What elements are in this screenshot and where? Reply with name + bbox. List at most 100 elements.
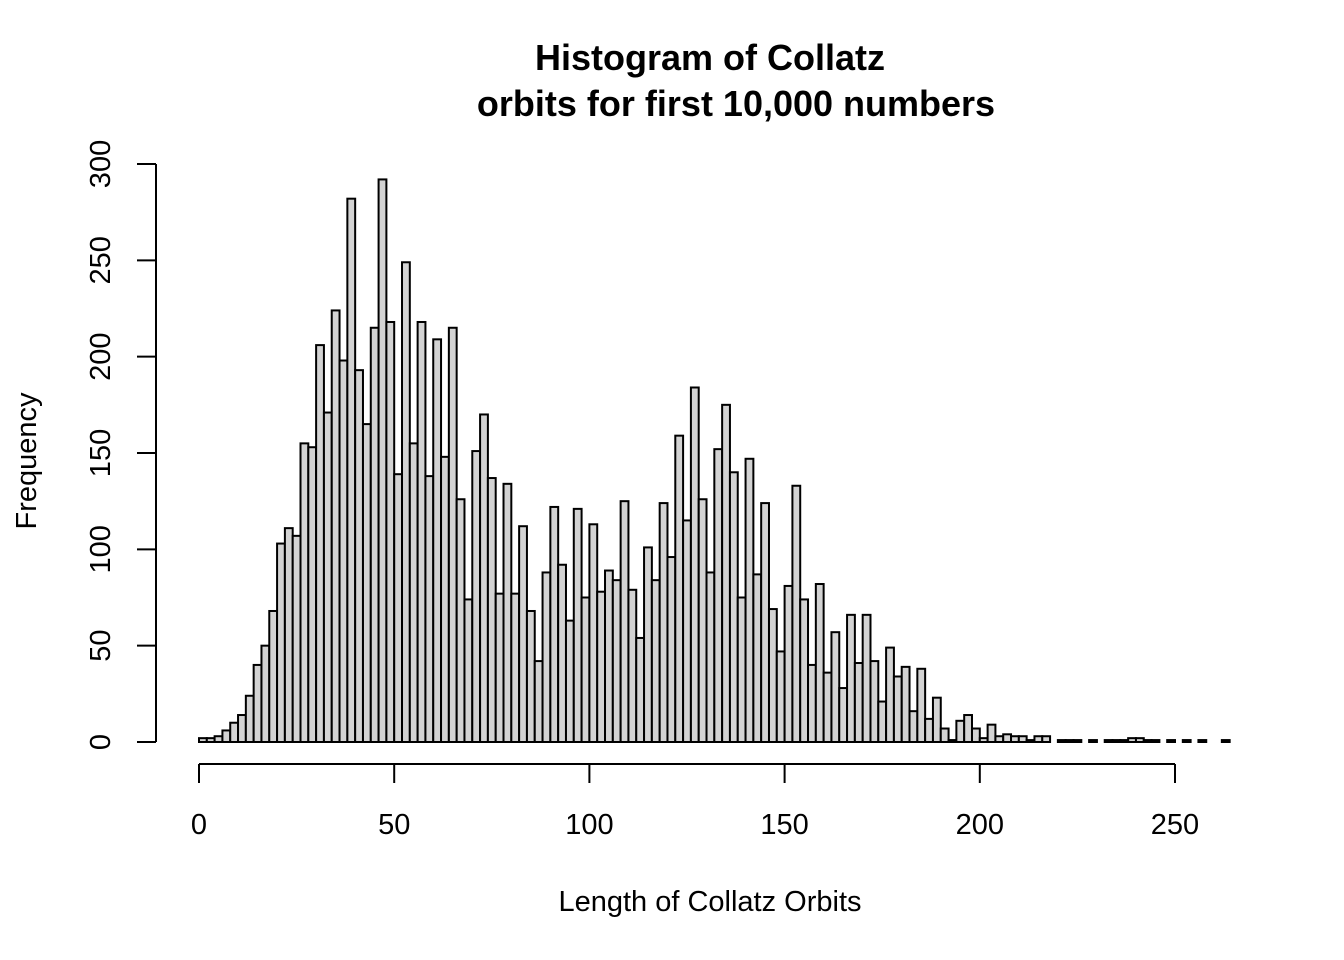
histogram-bar: [393, 473, 404, 743]
histogram-bar: [658, 502, 669, 743]
histogram-bar: [401, 261, 411, 743]
histogram-bar: [931, 696, 942, 743]
histogram-bar: [721, 403, 731, 743]
histogram-bar: [736, 596, 747, 743]
histogram-bar: [580, 596, 591, 743]
x-tick-label: 150: [760, 809, 808, 841]
histogram-bar: [1197, 739, 1208, 743]
histogram-bar: [924, 717, 934, 744]
histogram-bar: [1064, 739, 1075, 743]
histogram-bar: [963, 714, 973, 744]
histogram-bar: [908, 710, 919, 744]
histogram-bar: [674, 434, 685, 743]
x-tick-label: 250: [1151, 809, 1199, 841]
histogram-bar: [791, 484, 802, 743]
histogram-bar: [900, 665, 911, 743]
histogram-bar: [330, 309, 341, 743]
histogram-bar: [260, 644, 271, 744]
histogram-bar: [533, 660, 544, 744]
histogram-bar: [705, 571, 716, 743]
histogram-bar: [221, 729, 232, 744]
histogram-bar: [846, 613, 856, 744]
histogram-bar: [432, 338, 443, 743]
y-tick-label: 100: [85, 525, 117, 573]
histogram-bar: [853, 662, 864, 743]
histogram-bar: [947, 739, 958, 743]
histogram-bar: [1017, 735, 1028, 743]
histogram-bar: [440, 455, 450, 743]
histogram-bar: [244, 694, 255, 744]
y-tick-label: 300: [85, 140, 117, 188]
x-axis: 0 50 100 150 200 250: [191, 763, 1199, 841]
histogram-bar: [596, 590, 607, 743]
histogram-bar: [213, 735, 224, 743]
histogram-bar: [525, 609, 536, 744]
histogram-bar: [814, 583, 825, 743]
histogram-bar: [494, 592, 505, 743]
histogram-bar: [486, 477, 497, 743]
histogram-bar: [877, 700, 888, 743]
histogram-bar: [1119, 739, 1130, 743]
histogram-bar: [994, 735, 1005, 743]
histogram-bar: [830, 631, 841, 743]
histogram-bar: [689, 386, 700, 743]
histogram-bar: [354, 369, 364, 743]
histogram-bar: [541, 571, 552, 743]
histogram-bar: [861, 613, 872, 744]
y-tick-label: 200: [85, 332, 117, 380]
histogram-bar: [268, 609, 279, 744]
histogram-bar: [377, 178, 388, 743]
histogram-bar: [471, 450, 482, 743]
histogram-bar: [229, 721, 240, 744]
histogram-bar: [557, 563, 567, 743]
histogram-bar: [338, 359, 349, 743]
x-axis-label: Length of Collatz Orbits: [558, 886, 861, 918]
histogram-bar: [518, 525, 528, 743]
histogram-bar: [1220, 739, 1231, 743]
histogram-bar: [237, 714, 247, 744]
histogram-bar: [807, 663, 817, 744]
histogram-bar: [1041, 735, 1052, 743]
histogram-bar: [283, 527, 294, 744]
histogram-bar: [416, 320, 427, 743]
histogram-bar: [1025, 739, 1036, 743]
histogram-bar: [1166, 739, 1177, 743]
histogram-bar: [1103, 739, 1114, 743]
histogram-bar: [970, 727, 981, 743]
y-axis: 0 50 100 150 200 250 300: [85, 140, 157, 750]
histogram-bar: [760, 502, 770, 743]
histogram-bar: [299, 442, 310, 743]
histogram-bar: [291, 534, 302, 744]
histogram-bar: [1150, 739, 1161, 743]
histogram-bar: [869, 660, 880, 744]
histogram-bar: [838, 687, 849, 744]
histogram-bar: [1002, 733, 1013, 744]
histogram-bar: [611, 579, 622, 743]
histogram-bar: [1127, 737, 1137, 744]
histogram-bar: [346, 197, 357, 743]
histogram-bar: [1088, 739, 1098, 743]
histogram-bar: [604, 569, 614, 743]
histogram-bars: [198, 178, 1231, 744]
histogram-bar: [1056, 739, 1067, 743]
histogram-bar: [1181, 739, 1192, 743]
histogram-bar: [799, 598, 810, 744]
x-tick-label: 50: [378, 809, 410, 841]
histogram-bar: [479, 413, 489, 743]
histogram-bar: [885, 646, 895, 743]
histogram-bar: [315, 344, 325, 743]
histogram-bar: [385, 320, 396, 743]
y-axis-label: Frequency: [11, 392, 43, 530]
histogram-bar: [955, 719, 966, 743]
histogram-bar: [549, 505, 560, 743]
histogram-bar: [978, 737, 989, 744]
histogram-bar: [1033, 735, 1044, 743]
histogram-bar: [1111, 739, 1122, 743]
histogram-bar: [783, 584, 794, 743]
y-tick-label: 150: [85, 429, 117, 477]
histogram-bar: [986, 723, 997, 743]
histogram-bar: [728, 471, 739, 743]
histogram-bar: [424, 475, 435, 743]
histogram-bar: [1072, 739, 1083, 743]
histogram-bar: [916, 667, 927, 744]
